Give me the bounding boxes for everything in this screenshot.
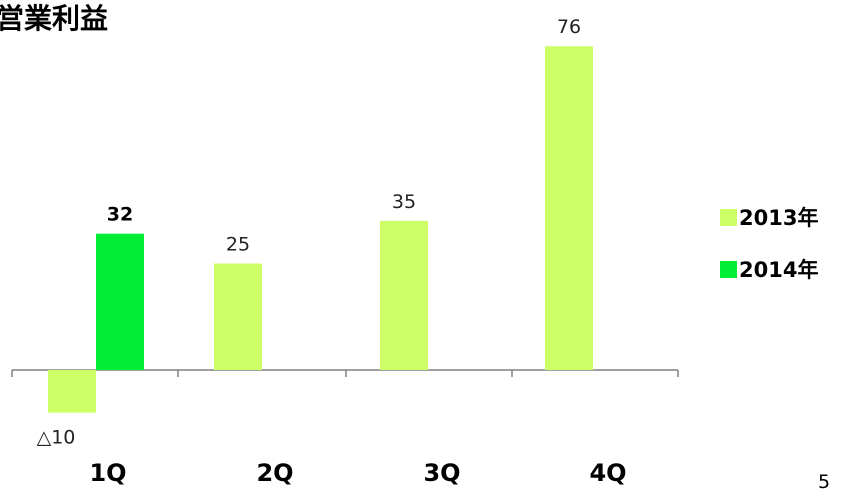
x-axis [11,369,679,377]
category-label: 3Q [423,459,460,487]
legend-label: 2013年 [739,206,818,230]
category-label: 4Q [589,459,626,487]
bar-2014年-1Q [96,233,144,370]
data-label: 32 [107,204,133,226]
data-label: 35 [392,191,416,213]
legend-swatch [720,209,737,226]
bar-2013年-1Q [48,370,96,413]
data-label: 76 [557,16,581,38]
data-labels: △10 25 35 76 32 [37,16,581,448]
legend-swatch [720,261,737,278]
bar-2013年-4Q [545,46,593,371]
data-label: △10 [37,427,76,449]
bar-2013年-2Q [214,263,262,370]
page-number: 5 [818,471,830,492]
category-label: 2Q [256,459,293,487]
data-label: 25 [226,234,250,256]
legend-label: 2014年 [739,258,818,282]
legend: 2013年 2014年 [720,206,818,282]
bar-2013年-3Q [380,220,428,370]
category-labels: 1Q 2Q 3Q 4Q [89,459,626,487]
chart-title: 営業利益 [0,2,108,35]
bars [48,46,593,413]
category-label: 1Q [89,459,126,487]
